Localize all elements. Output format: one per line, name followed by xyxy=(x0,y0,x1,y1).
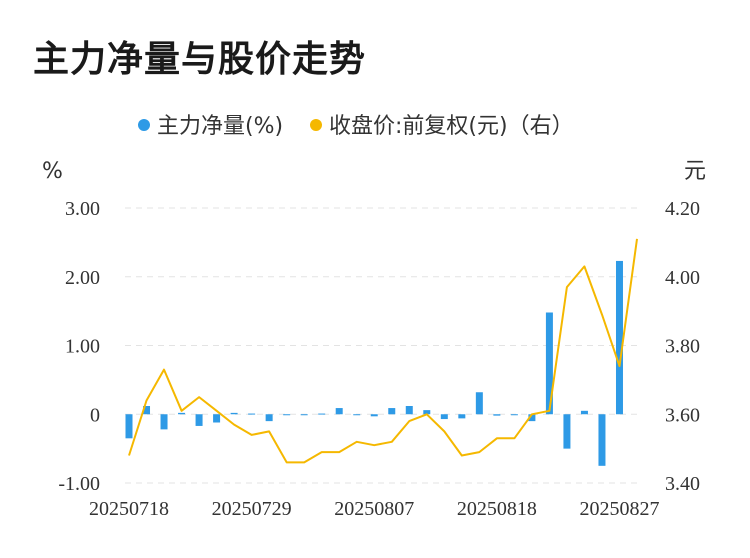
left-tick-label: 3.00 xyxy=(65,198,100,220)
bar xyxy=(528,414,536,422)
left-tick-label: 2.00 xyxy=(65,267,100,289)
bar xyxy=(265,414,273,422)
left-tick-label: 0 xyxy=(90,404,100,426)
right-tick-label: 3.60 xyxy=(665,404,700,426)
x-tick-label: 20250827 xyxy=(579,498,659,520)
x-tick-label: 20250718 xyxy=(89,498,169,520)
x-axis-ticks: 20250718 20250729 20250807 20250818 20250827 xyxy=(89,498,659,520)
bar xyxy=(248,413,256,415)
bar xyxy=(580,410,588,415)
left-axis-ticks: 3.00 2.00 1.00 0 -1.00 xyxy=(58,198,100,495)
bar xyxy=(335,408,343,415)
bar xyxy=(423,410,431,415)
bar xyxy=(370,414,378,417)
bar xyxy=(195,414,203,426)
right-tick-label: 3.80 xyxy=(665,336,700,358)
bar xyxy=(615,260,623,415)
x-tick-label: 20250818 xyxy=(457,498,537,520)
left-tick-label: -1.00 xyxy=(58,473,100,495)
right-tick-label: 3.40 xyxy=(665,473,700,495)
price-line xyxy=(128,238,638,464)
right-axis-unit: 元 xyxy=(684,159,706,184)
bar xyxy=(563,414,571,449)
bar xyxy=(213,414,221,423)
bar xyxy=(510,414,518,416)
bar xyxy=(125,414,133,439)
grid-lines xyxy=(125,207,640,484)
bar-series xyxy=(125,260,623,466)
bar xyxy=(458,414,466,419)
legend-marker xyxy=(138,119,150,131)
left-tick-label: 1.00 xyxy=(65,336,100,358)
bar xyxy=(475,392,483,415)
right-tick-label: 4.20 xyxy=(665,198,700,220)
bar xyxy=(353,414,361,416)
bar xyxy=(545,312,553,415)
bar xyxy=(178,412,186,415)
bar xyxy=(300,414,308,416)
chart-title: 主力净量与股价走势 xyxy=(33,39,367,80)
bar xyxy=(318,413,326,415)
legend-label: 收盘价:前复权(元)（右） xyxy=(329,114,574,139)
bar xyxy=(388,408,396,415)
bar xyxy=(405,406,413,415)
line-series xyxy=(128,238,638,464)
bar xyxy=(160,414,168,430)
legend: 主力净量(%) 收盘价:前复权(元)（右） xyxy=(138,114,574,139)
legend-label: 主力净量(%) xyxy=(157,114,283,139)
bar xyxy=(283,414,291,416)
right-tick-label: 4.00 xyxy=(665,267,700,289)
bar xyxy=(143,406,151,415)
bar xyxy=(230,412,238,415)
x-tick-label: 20250807 xyxy=(334,498,414,520)
bar xyxy=(440,414,448,420)
bar xyxy=(493,414,501,416)
legend-marker xyxy=(310,119,322,131)
left-axis-unit: % xyxy=(42,159,63,184)
right-axis-ticks: 4.20 4.00 3.80 3.60 3.40 xyxy=(665,198,700,495)
x-tick-label: 20250729 xyxy=(212,498,292,520)
bar xyxy=(598,414,606,466)
